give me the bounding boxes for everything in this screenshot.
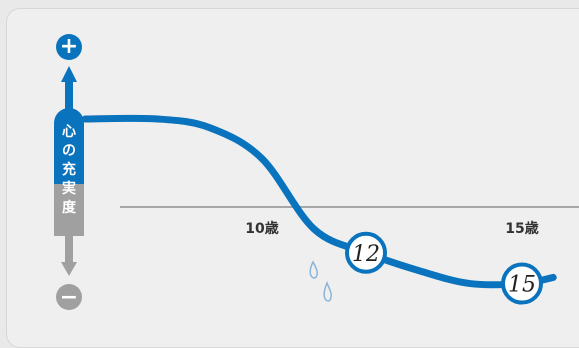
y-axis-label-char: の	[62, 143, 76, 159]
arrow-down-icon	[61, 262, 77, 276]
annotation-circle	[345, 231, 387, 274]
y-axis-label-char: 心	[62, 124, 76, 140]
series-line	[81, 114, 557, 289]
x-tick-label: 15歳	[505, 220, 538, 237]
arrow-up-icon	[61, 66, 77, 82]
y-axis-label-char: 度	[62, 199, 77, 216]
x-tick-label: 10歳	[245, 220, 278, 237]
minus-icon: −	[60, 285, 78, 310]
teardrop-icon	[323, 280, 332, 302]
teardrop-icon	[309, 260, 318, 279]
chart-card	[6, 8, 579, 348]
age-annotation: 15	[501, 262, 543, 305]
annotation-label: 15	[508, 273, 536, 298]
age-annotation: 12	[345, 231, 387, 274]
minus-circle	[56, 284, 82, 310]
plus-circle	[56, 34, 82, 60]
y-axis-label-char: 実	[62, 180, 76, 197]
y-axis-label-char: 充	[62, 161, 76, 178]
axis-label-pill-lower-cap	[54, 184, 84, 236]
annotation-circle	[501, 262, 543, 305]
plus-icon: +	[60, 34, 78, 59]
annotation-label: 12	[352, 242, 380, 267]
